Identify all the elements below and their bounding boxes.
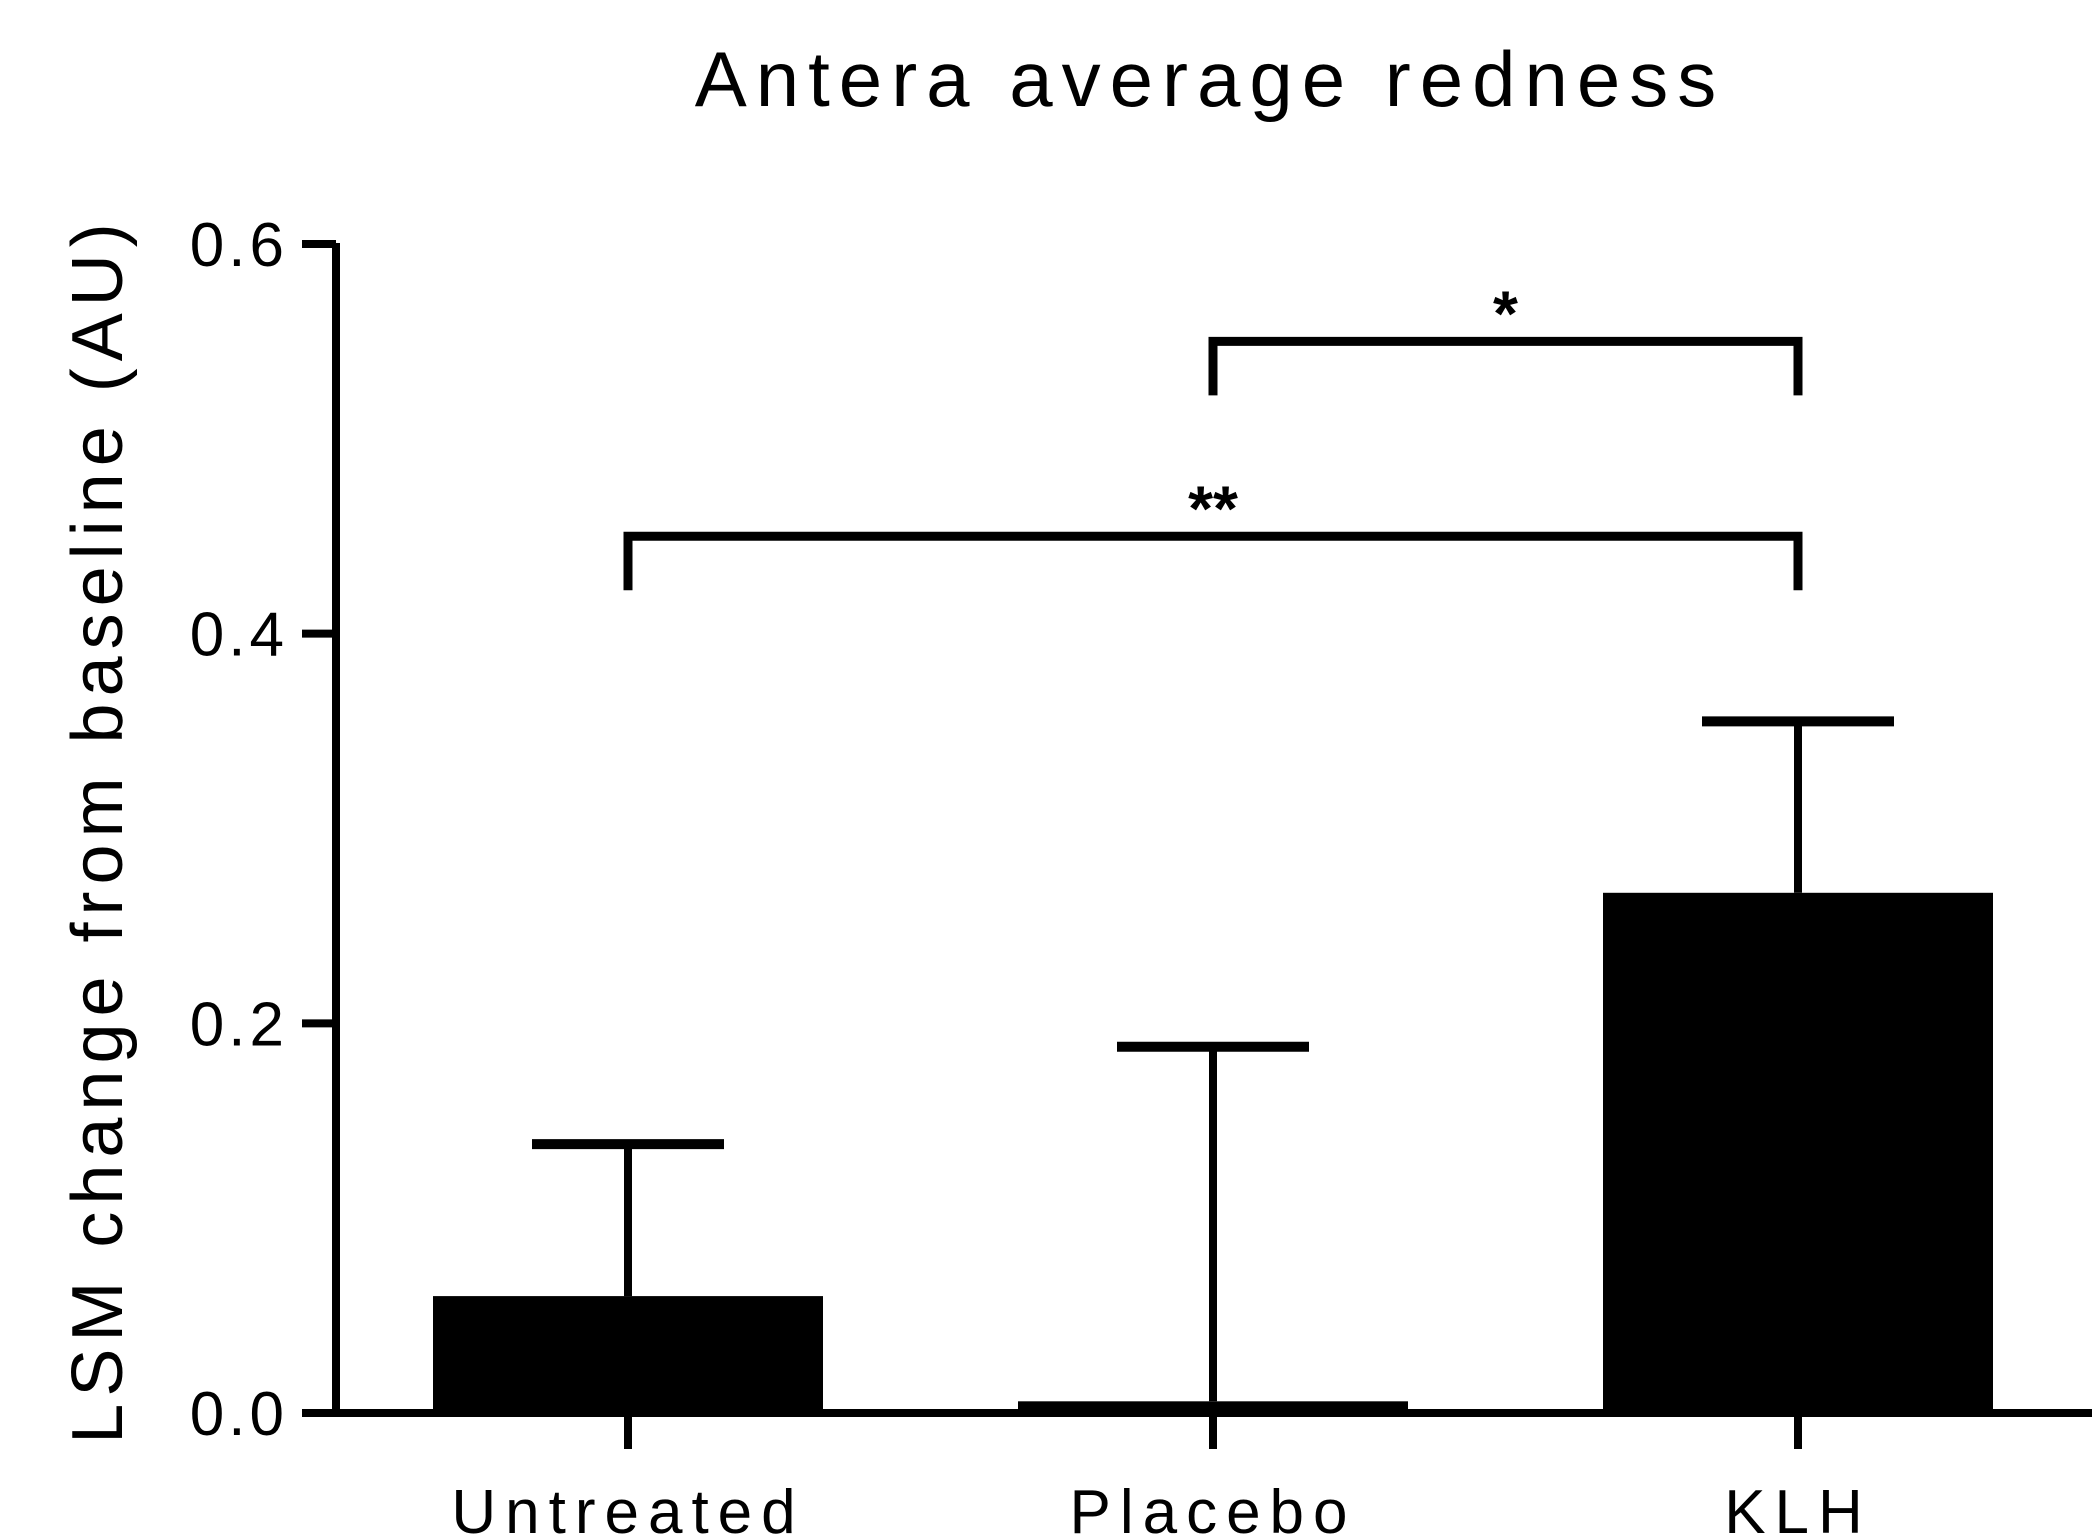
significance-bracket xyxy=(623,531,1803,591)
significance-label: * xyxy=(1493,277,1518,349)
significance-label: ** xyxy=(1188,472,1238,544)
x-tick-label: Untreated xyxy=(451,1478,804,1539)
y-tick-label: 0.6 xyxy=(190,211,288,280)
significance-bracket xyxy=(1208,336,1803,396)
bar-placebo xyxy=(1018,1401,1408,1413)
y-axis-label: LSM change from baseline (AU) xyxy=(58,216,138,1443)
y-tick-label: 0.0 xyxy=(190,1380,288,1449)
y-tick-label: 0.4 xyxy=(190,601,288,670)
bar-untreated xyxy=(433,1296,823,1413)
chart-title: Antera average redness xyxy=(695,35,1726,123)
x-tick-label: KLH xyxy=(1724,1478,1872,1539)
x-tick-label: Placebo xyxy=(1069,1478,1356,1539)
bar-klh xyxy=(1603,892,1993,1413)
y-tick-label: 0.2 xyxy=(190,990,288,1059)
